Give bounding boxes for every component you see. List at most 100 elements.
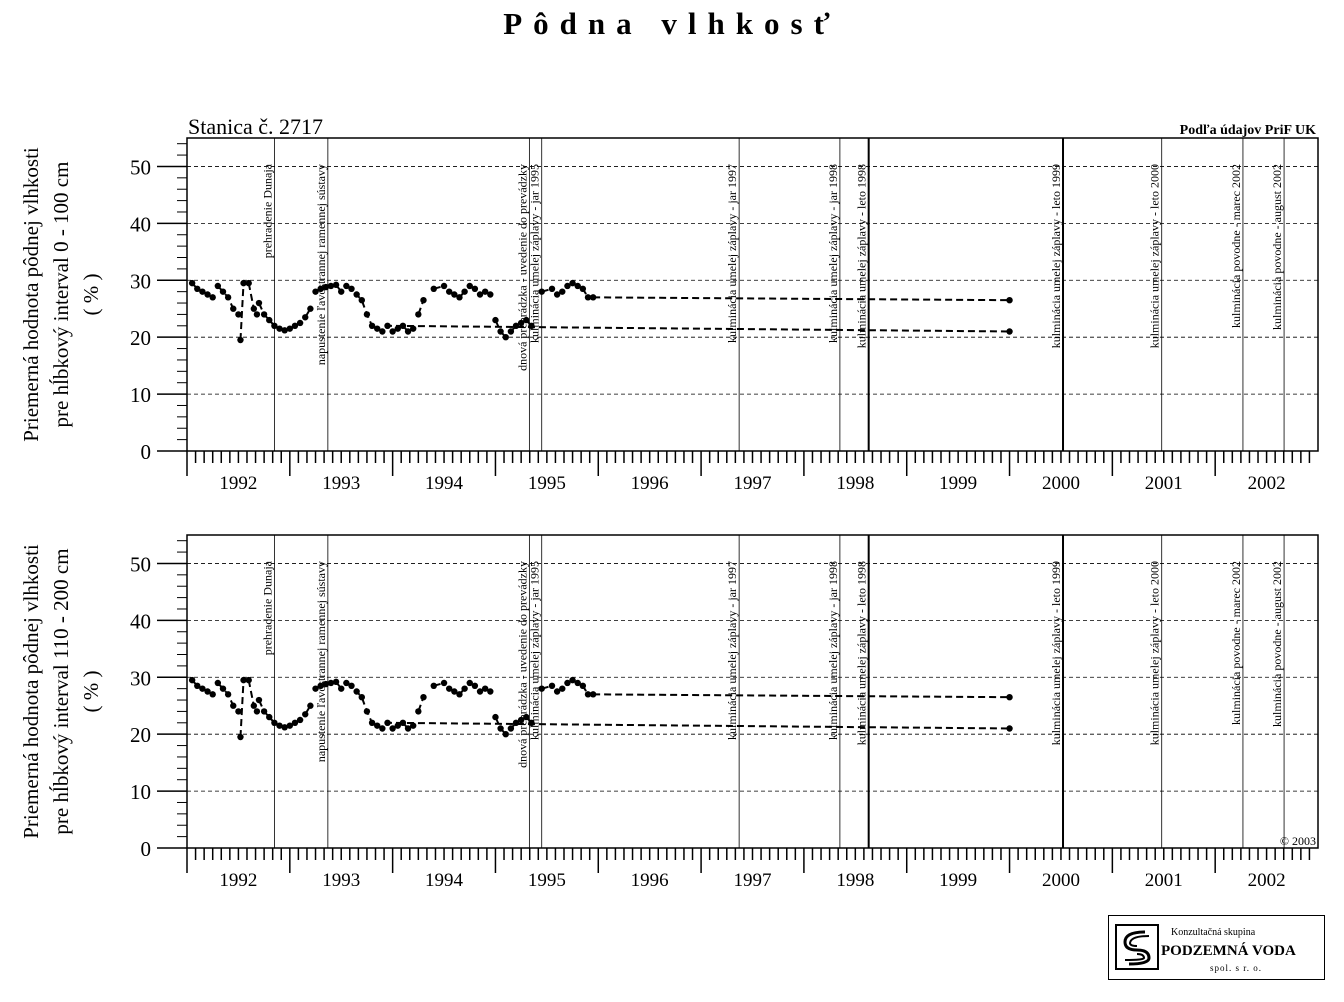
data-point — [209, 294, 216, 301]
company-logo: Konzultačná skupina PODZEMNÁ VODA spol. … — [1108, 915, 1325, 980]
event-label: kulminácia umelej záplavy - leto 1998 — [855, 561, 869, 745]
data-point — [188, 279, 196, 287]
data-point — [440, 679, 448, 687]
series-line — [239, 283, 245, 341]
data-point — [399, 719, 407, 726]
series-line — [593, 296, 1010, 302]
y-tick-label: 30 — [130, 269, 151, 293]
data-point — [245, 279, 252, 287]
series-line — [239, 680, 245, 738]
data-point — [214, 282, 222, 290]
data-point — [296, 716, 304, 724]
data-point — [332, 281, 340, 289]
data-point — [476, 291, 484, 298]
data-point — [194, 682, 201, 690]
data-point — [353, 291, 360, 298]
data-point — [574, 679, 581, 687]
y-tick-label: 40 — [130, 609, 151, 633]
data-point — [209, 691, 216, 698]
y-axis-label: Priemerná hodnota pôdnej vlhkosti — [19, 147, 43, 442]
y-tick-label: 0 — [141, 837, 152, 861]
data-point — [363, 311, 371, 318]
data-point — [343, 679, 350, 687]
y-tick-label: 20 — [130, 326, 151, 350]
data-point — [291, 719, 299, 726]
logo-line-3: spol. s r. o. — [1210, 963, 1263, 973]
chart-panel-1: 0 10 20 30 40 50 1992 1993 1994 1995 1996 1997 1998 1… — [19, 137, 1319, 494]
data-point — [302, 314, 309, 321]
data-point — [497, 725, 504, 732]
logo-swirl-icon — [1115, 924, 1159, 970]
data-point — [399, 322, 407, 329]
logo-line-1: Konzultačná skupina — [1171, 927, 1256, 938]
data-point — [559, 288, 566, 295]
data-point — [307, 305, 314, 312]
x-tick-label: 2000 — [1042, 473, 1080, 494]
data-point — [317, 682, 324, 690]
data-point — [394, 722, 401, 729]
data-point — [219, 288, 227, 295]
data-point — [338, 288, 345, 295]
data-point — [1006, 328, 1013, 335]
data-point — [456, 691, 463, 698]
event-label: kulminácia umelej záplavy - jar 1998 — [826, 561, 840, 740]
data-point — [528, 322, 535, 329]
y-axis-label: pre hĺbkový interval 110 - 200 cm — [49, 548, 73, 834]
data-point — [291, 322, 299, 329]
data-point — [564, 679, 571, 687]
data-point — [253, 708, 261, 715]
data-point — [445, 288, 453, 295]
y-tick-label: 50 — [130, 552, 151, 576]
station-label: Stanica č. 2717 — [188, 114, 323, 139]
event-label: kulminácia umelej záplavy - leto 2000 — [1148, 164, 1162, 348]
data-point — [481, 685, 489, 692]
data-point — [512, 719, 520, 726]
data-point — [286, 722, 294, 729]
data-point — [327, 679, 335, 687]
data-point — [353, 688, 360, 695]
data-point — [281, 327, 288, 334]
data-point — [584, 294, 592, 301]
data-point — [379, 725, 386, 732]
x-tick-label: 1997 — [734, 473, 772, 494]
data-point — [502, 730, 509, 738]
data-point — [374, 722, 381, 729]
y-tick-label: 10 — [130, 383, 151, 407]
data-point — [235, 311, 242, 318]
series-line — [593, 693, 1010, 699]
x-tick-label: 1992 — [219, 473, 257, 494]
y-axis-label: Priemerná hodnota pôdnej vlhkosti — [19, 544, 43, 839]
data-point — [332, 678, 340, 686]
data-point — [492, 713, 499, 721]
data-point — [235, 708, 242, 715]
page-title: Pôdna vlhkosť — [503, 6, 841, 41]
series-line — [345, 682, 373, 724]
data-point — [276, 325, 283, 332]
data-point — [296, 319, 304, 327]
x-tick-label: 2001 — [1145, 870, 1183, 891]
series-line — [345, 285, 373, 327]
event-label: kulminácia umelej záplavy - jar 1997 — [725, 561, 739, 740]
data-point — [1006, 725, 1013, 732]
data-point — [420, 693, 427, 701]
data-point — [507, 328, 515, 335]
y-tick-label: 50 — [130, 155, 151, 179]
data-point — [271, 322, 278, 329]
data-point — [266, 713, 273, 721]
event-label: kulminácia povodne - marec 2002 — [1229, 561, 1243, 725]
data-point — [327, 282, 335, 290]
x-tick-label: 2002 — [1248, 870, 1286, 891]
data-point — [507, 725, 515, 732]
data-point — [553, 291, 561, 298]
data-point — [188, 676, 196, 684]
data-point — [384, 322, 391, 329]
data-point — [363, 708, 371, 715]
data-point — [538, 685, 545, 692]
x-tick-label: 1996 — [631, 870, 669, 891]
data-point — [214, 679, 222, 687]
data-point — [476, 688, 484, 695]
data-point — [245, 676, 252, 684]
data-point — [230, 702, 237, 709]
x-tick-label: 1999 — [939, 473, 977, 494]
